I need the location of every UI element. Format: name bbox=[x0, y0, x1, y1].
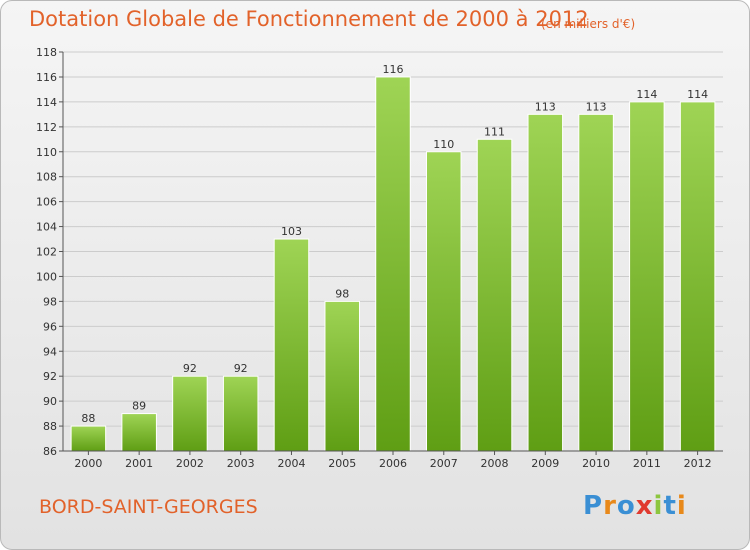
commune-name: BORD-SAINT-GEORGES bbox=[39, 496, 258, 518]
x-tick-label: 2006 bbox=[379, 457, 407, 470]
bar bbox=[527, 113, 564, 452]
chart-title: Dotation Globale de Fonctionnement de 20… bbox=[29, 7, 589, 31]
data-label: 98 bbox=[335, 287, 349, 300]
logo-letter: P bbox=[583, 491, 604, 521]
data-label: 103 bbox=[281, 225, 302, 238]
bar bbox=[375, 76, 411, 452]
data-label: 88 bbox=[81, 412, 95, 425]
logo-letter: i bbox=[653, 491, 664, 521]
x-tick-label: 2002 bbox=[176, 457, 204, 470]
bar bbox=[679, 101, 716, 452]
x-tick-label: 2010 bbox=[582, 457, 610, 470]
data-label: 92 bbox=[234, 362, 248, 375]
x-tick-label: 2008 bbox=[481, 457, 509, 470]
bars bbox=[70, 76, 716, 452]
y-tick-label: 106 bbox=[36, 196, 57, 209]
bar bbox=[629, 101, 665, 452]
data-label: 114 bbox=[636, 88, 657, 101]
y-tick-label: 100 bbox=[36, 270, 57, 283]
bar bbox=[476, 138, 513, 452]
y-tick-label: 86 bbox=[43, 445, 57, 458]
bar bbox=[426, 151, 462, 452]
x-tick-label: 2000 bbox=[74, 457, 102, 470]
x-tick-label: 2012 bbox=[684, 457, 712, 470]
logo-letter: t bbox=[663, 491, 677, 521]
x-tick-label: 2005 bbox=[328, 457, 356, 470]
proxiti-logo: Proxiti bbox=[583, 491, 687, 521]
bar bbox=[578, 113, 614, 452]
data-label: 110 bbox=[433, 138, 454, 151]
x-tick-label: 2009 bbox=[531, 457, 559, 470]
y-tick-label: 118 bbox=[36, 46, 57, 59]
x-tick-label: 2001 bbox=[125, 457, 153, 470]
y-tick-label: 96 bbox=[43, 320, 57, 333]
axes bbox=[59, 51, 723, 455]
data-label: 92 bbox=[183, 362, 197, 375]
data-label: 111 bbox=[484, 125, 505, 138]
x-tick-label: 2004 bbox=[277, 457, 305, 470]
x-tick-label: 2011 bbox=[633, 457, 661, 470]
data-label: 114 bbox=[687, 88, 708, 101]
bar bbox=[324, 300, 360, 452]
data-label: 89 bbox=[132, 400, 146, 413]
y-tick-label: 90 bbox=[43, 395, 57, 408]
bar bbox=[273, 238, 310, 452]
logo-letter: r bbox=[603, 491, 617, 521]
bar bbox=[222, 375, 259, 452]
data-label: 116 bbox=[383, 63, 404, 76]
logo-letter: x bbox=[635, 491, 654, 521]
data-label: 113 bbox=[586, 100, 607, 113]
y-tick-label: 92 bbox=[43, 370, 57, 383]
y-tick-label: 94 bbox=[43, 345, 57, 358]
bar bbox=[172, 375, 208, 452]
data-label: 113 bbox=[535, 100, 556, 113]
labels: 86 88 90 92 94 96 98 100 102 104 106 108 110 112 114 11… bbox=[36, 46, 712, 470]
y-tick-label: 108 bbox=[36, 171, 57, 184]
y-tick-label: 98 bbox=[43, 295, 57, 308]
bar bbox=[121, 413, 157, 452]
x-tick-label: 2003 bbox=[227, 457, 255, 470]
bar bbox=[70, 425, 107, 452]
y-tick-label: 116 bbox=[36, 71, 57, 84]
y-tick-label: 102 bbox=[36, 246, 57, 259]
logo-letter: i bbox=[676, 491, 687, 521]
y-tick-label: 114 bbox=[36, 96, 57, 109]
y-tick-label: 104 bbox=[36, 221, 57, 234]
y-tick-label: 110 bbox=[36, 146, 57, 159]
x-tick-label: 2007 bbox=[430, 457, 458, 470]
logo-letter: o bbox=[616, 491, 636, 521]
y-tick-label: 112 bbox=[36, 121, 57, 134]
unit-label: (en milliers d'€) bbox=[541, 17, 636, 31]
y-tick-label: 88 bbox=[43, 420, 57, 433]
